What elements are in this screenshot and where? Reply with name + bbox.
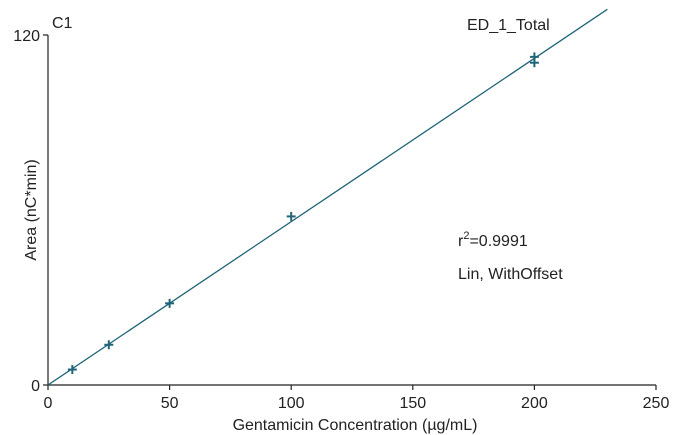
- points-layer: [67, 52, 539, 375]
- data-point: [529, 58, 539, 68]
- y-tick-label: 120: [13, 28, 40, 45]
- x-tick-label: 200: [521, 395, 548, 412]
- x-tick-label: 50: [161, 395, 179, 412]
- x-tick-label: 250: [643, 395, 670, 412]
- fit-type-annotation: Lin, WithOffset: [458, 266, 563, 283]
- fit-layer: [47, 8, 608, 386]
- panel-label: C1: [52, 15, 73, 32]
- data-point: [165, 298, 175, 308]
- data-point: [104, 340, 114, 350]
- y-tick-label: 0: [31, 378, 40, 395]
- fit-line: [47, 8, 608, 386]
- x-tick-label: 100: [278, 395, 305, 412]
- data-point: [67, 365, 77, 375]
- y-axis-title: Area (nC*min): [23, 159, 40, 260]
- x-axis-title: Gentamicin Concentration (µg/mL): [233, 417, 478, 434]
- chart-title: ED_1_Total: [467, 17, 550, 34]
- x-tick-label: 150: [399, 395, 426, 412]
- ticks-layer: 0 50 100 150 200 250 0 120: [13, 28, 669, 412]
- data-point: [286, 211, 296, 221]
- x-tick-label: 0: [44, 395, 53, 412]
- r-squared-annotation: r2=0.9991: [458, 230, 528, 250]
